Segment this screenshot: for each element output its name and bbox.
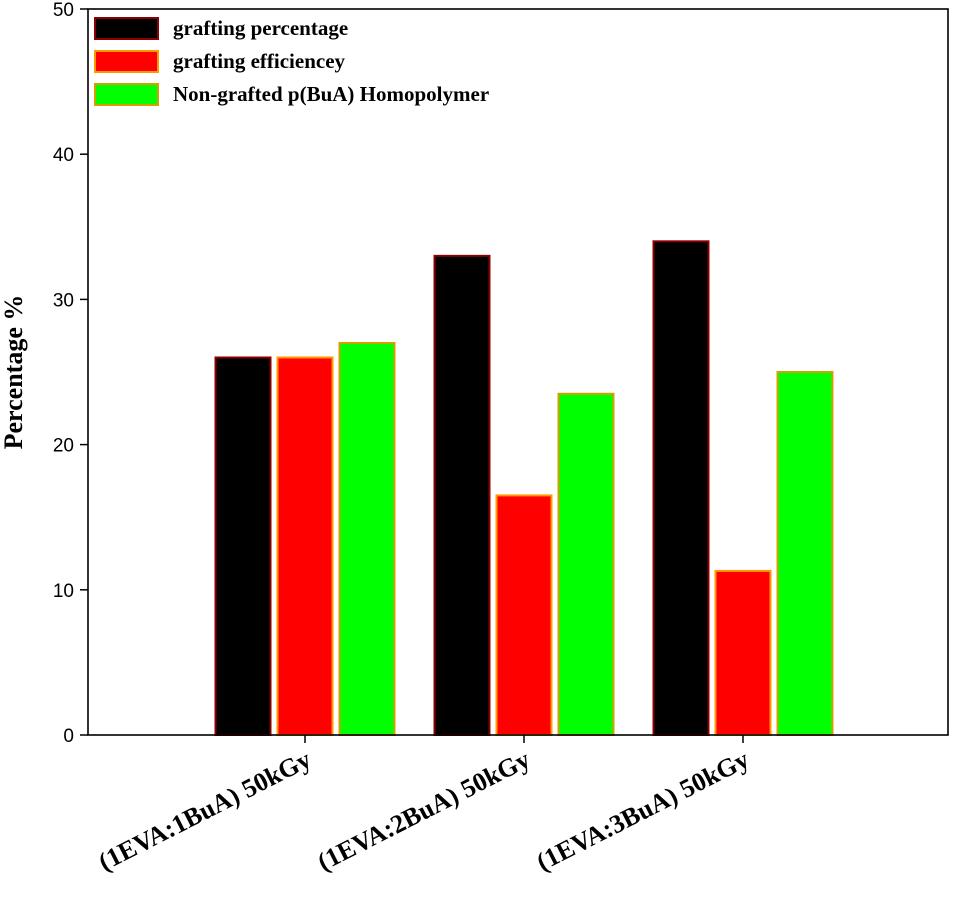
bar-3-3 [776, 371, 834, 736]
y-tick-label: 50 [53, 0, 74, 21]
bar-2-2 [495, 494, 553, 737]
bar-1-2 [433, 254, 491, 736]
y-tick-label: 40 [53, 145, 74, 166]
y-tick-label: 20 [53, 436, 74, 457]
y-tick-label: 0 [63, 726, 74, 747]
x-category-label: (1EVA:2BuA) 50kGy [313, 745, 535, 877]
y-axis-label: Percentage % [0, 295, 28, 450]
plot-frame [87, 8, 949, 736]
bar-3-1 [338, 341, 396, 736]
bar-1-3 [652, 240, 710, 736]
x-axis-ticks: (1EVA:1BuA) 50kGy(1EVA:2BuA) 50kGy(1EVA:… [94, 735, 754, 877]
bar-1-1 [214, 356, 272, 736]
x-category-label: (1EVA:1BuA) 50kGy [94, 745, 316, 877]
legend-swatch [94, 17, 159, 40]
y-axis-ticks: 0 10 20 30 40 50 [53, 0, 88, 747]
x-category-label: (1EVA:3BuA) 50kGy [532, 745, 754, 877]
legend-label: grafting percentage [173, 16, 348, 40]
y-tick-label: 30 [53, 290, 74, 311]
legend: grafting percentage grafting efficiencey N… [94, 16, 489, 106]
legend-label: grafting efficiencey [173, 49, 346, 73]
legend-swatch [94, 83, 159, 106]
legend-label: Non-grafted p(BuA) Homopolymer [173, 82, 489, 106]
bar-2-3 [714, 569, 772, 737]
legend-swatch [94, 50, 159, 73]
bars-group [214, 240, 834, 737]
bar-3-2 [557, 392, 615, 736]
y-tick-label: 10 [53, 581, 74, 602]
bar-2-1 [276, 356, 334, 736]
